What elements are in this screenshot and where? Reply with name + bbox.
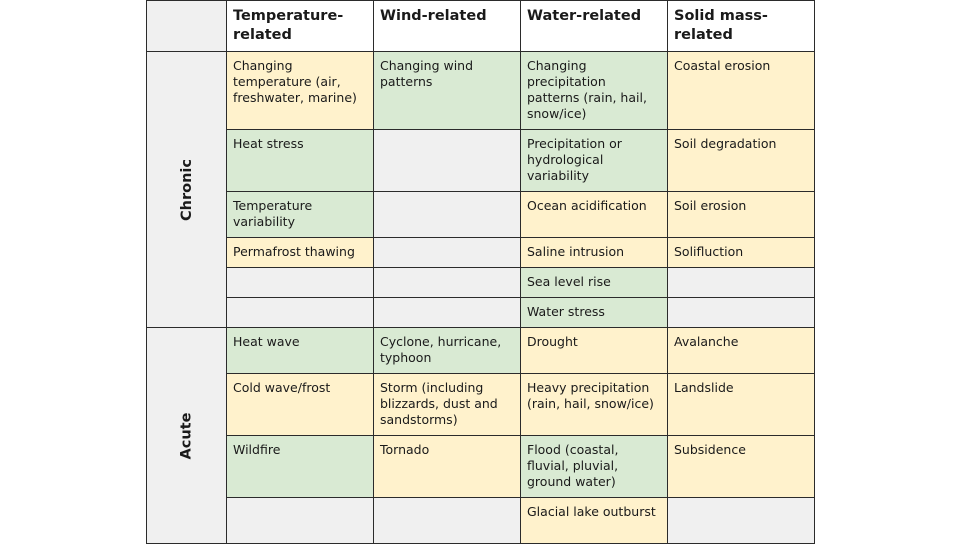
group-label-text: Chronic (178, 158, 195, 221)
header-wind: Wind-related (373, 0, 521, 52)
table-cell: Water stress (520, 297, 668, 328)
table-cell: Cold wave/frost (226, 373, 374, 436)
table-cell: Permafrost thawing (226, 237, 374, 268)
table-cell: Flood (coastal, fluvial, pluvial, ground… (520, 435, 668, 498)
table-cell: Landslide (667, 373, 815, 436)
table-row: Water stress (147, 297, 815, 328)
table-cell: Saline intrusion (520, 237, 668, 268)
table-cell: Ocean acidification (520, 191, 668, 238)
table-cell: Sea level rise (520, 267, 668, 298)
table-cell: Storm (including blizzards, dust and san… (373, 373, 521, 436)
table-cell (373, 267, 521, 298)
header-solid-mass: Solid mass-related (667, 0, 815, 52)
table-cell (373, 497, 521, 544)
table-row: Chronic Changing temperature (air, fresh… (146, 51, 815, 328)
header-water: Water-related (520, 0, 668, 52)
table-cell: Coastal erosion (667, 51, 815, 130)
corner-cell (146, 0, 227, 52)
table-cell: Drought (520, 327, 668, 374)
table-cell (667, 297, 815, 328)
table-row: Heat stress Precipitation or hydrologica… (147, 129, 815, 192)
table-cell: Tornado (373, 435, 521, 498)
table-cell: Heat stress (226, 129, 374, 192)
table-cell (667, 497, 815, 544)
table-cell (226, 297, 374, 328)
table-row: Sea level rise (147, 267, 815, 298)
table-cell: Avalanche (667, 327, 815, 374)
table-row: Temperature variability Ocean acidificat… (147, 191, 815, 238)
table-cell (373, 129, 521, 192)
table-cell: Changing precipitation patterns (rain, h… (520, 51, 668, 130)
table-cell: Solifluction (667, 237, 815, 268)
group-label-text: Acute (178, 412, 195, 459)
table-cell: Heavy precipitation (rain, hail, snow/ic… (520, 373, 668, 436)
table-cell (667, 267, 815, 298)
table-cell: Glacial lake outburst (520, 497, 668, 544)
table-cell: Cyclone, hurricane, typhoon (373, 327, 521, 374)
table-cell: Soil degradation (667, 129, 815, 192)
table-cell: Subsidence (667, 435, 815, 498)
table-cell: Changing wind patterns (373, 51, 521, 130)
table-row: Permafrost thawing Saline intrusion Soli… (147, 237, 815, 268)
table-cell: Changing temperature (air, freshwater, m… (226, 51, 374, 130)
table-cell: Wildfire (226, 435, 374, 498)
table-row: Wildfire Tornado Flood (coastal, fluvial… (147, 435, 815, 498)
table-cell (226, 497, 374, 544)
table-row: Glacial lake outburst (147, 497, 815, 544)
table-row: Acute Heat wave Cyclone, hurricane, typh… (146, 327, 815, 544)
table-cell: Temperature variability (226, 191, 374, 238)
table-cell: Soil erosion (667, 191, 815, 238)
climate-hazards-table: Temperature-related Wind-related Water-r… (146, 0, 815, 544)
table-cell (226, 267, 374, 298)
header-row: Temperature-related Wind-related Water-r… (146, 0, 815, 52)
group-label-chronic: Chronic (146, 51, 227, 328)
table-cell (373, 297, 521, 328)
group-label-acute: Acute (146, 327, 227, 544)
table-row: Cold wave/frost Storm (including blizzar… (147, 373, 815, 436)
table-cell: Heat wave (226, 327, 374, 374)
header-temperature: Temperature-related (226, 0, 374, 52)
table-cell (373, 191, 521, 238)
table-cell (373, 237, 521, 268)
table-cell: Precipitation or hydrological variabilit… (520, 129, 668, 192)
